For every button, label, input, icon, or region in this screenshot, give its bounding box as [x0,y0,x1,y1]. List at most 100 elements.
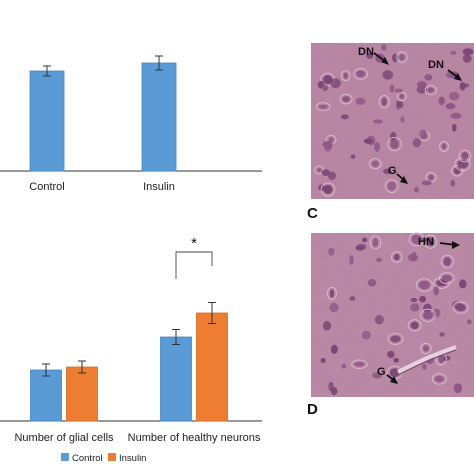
cell-halo [320,182,336,197]
tick-label-number-of-healthy-neurons: Number of healthy neurons [128,432,261,444]
nucleus [329,302,339,313]
nucleus [461,152,469,160]
nucleus [361,330,371,340]
cell-halo [326,286,337,301]
significance-star: * [191,235,197,252]
bar-control-number-of-healthy-neurons [160,336,192,422]
nucleus [372,119,383,124]
nucleus [317,80,325,89]
cell-halo [378,95,390,109]
cell-halo [339,93,353,105]
nucleus [374,314,384,325]
micrograph-c-texture [311,43,474,199]
nucleus [322,320,332,331]
error-bar-top-control [43,65,51,77]
nucleus [462,54,472,63]
cell-halo [369,235,382,250]
nucleus [441,274,452,282]
nucleus [355,245,365,251]
top-bar-chart: Control Insulin [0,55,262,193]
cell-halo [431,373,447,385]
cell-halo [424,85,437,96]
nucleus [363,138,373,144]
nucleus [381,97,387,106]
nucleus [423,303,432,313]
legend-label-control: Control [72,453,103,464]
nucleus [397,101,404,109]
nucleus [376,257,382,263]
bar-control-number-of-glial-cells [30,369,62,422]
nucleus [399,94,404,99]
nucleus [410,297,418,303]
nucleus [422,363,427,370]
error-bar-control-number-of-glial-cells [42,363,50,377]
nucleus [418,280,430,290]
nucleus [328,137,334,143]
arrow-g-d [386,374,398,384]
micrograph-d: HN G [311,232,474,397]
nucleus [438,355,444,363]
bar-insulin-number-of-healthy-neurons [196,312,228,422]
nucleus [412,138,421,148]
legend: Control Insulin [61,453,146,464]
bar-insulin-number-of-glial-cells [66,366,98,422]
nucleus [372,372,383,379]
nucleus [323,75,333,85]
nucleus [412,251,417,261]
error-bar-insulin-number-of-glial-cells [78,360,86,374]
arrow-dn-1 [373,52,389,65]
nucleus [327,171,336,181]
tick-label-control: Control [29,181,64,193]
cell-halo [420,308,436,322]
error-bar-control-number-of-healthy-neurons [172,329,180,345]
nucleus [317,167,322,173]
nucleus [355,97,366,105]
arrow-dn-2 [447,69,462,81]
nucleus [389,368,400,377]
nucleus [459,279,467,289]
micrograph-c: DN DN G [311,43,474,199]
cell-halo [439,141,449,152]
panel-letter-d: D [307,401,318,418]
cell-halo [315,102,331,112]
nucleus [371,160,379,167]
label-g-d: G [377,366,386,378]
nucleus [427,87,434,93]
nucleus [374,141,381,152]
cell-halo [390,251,403,263]
nucleus [350,154,356,159]
nucleus [467,319,472,325]
cell-halo [423,234,438,249]
cell-halo [340,70,351,81]
nucleus [361,237,368,243]
nucleus [367,279,377,287]
nucleus [410,321,419,330]
nucleus [321,169,331,176]
tick-label-insulin: Insulin [143,181,175,193]
nucleus [411,234,422,244]
nucleus [443,257,451,266]
cell-halo [408,232,425,247]
bottom-bar-chart: Number of glial cells Number of healthy n… [0,235,262,464]
nucleus [387,181,396,191]
nucleus [419,295,427,303]
nucleus [453,383,463,394]
label-g-c: G [388,165,397,177]
nucleus [372,237,379,248]
nucleus [449,91,460,101]
nucleus [323,185,333,194]
cell-halo [351,359,368,369]
panel-letter-c: C [307,205,318,222]
nucleus [421,180,432,186]
blood-vessel-wall [397,349,457,376]
nucleus [453,167,461,175]
nucleus [318,104,328,109]
nucleus [382,70,394,80]
nucleus [459,81,466,91]
cell-halo [396,51,408,63]
cell-halo [384,179,399,193]
nucleus [450,50,457,55]
cell-halo [396,91,407,102]
cell-halo [387,333,404,345]
